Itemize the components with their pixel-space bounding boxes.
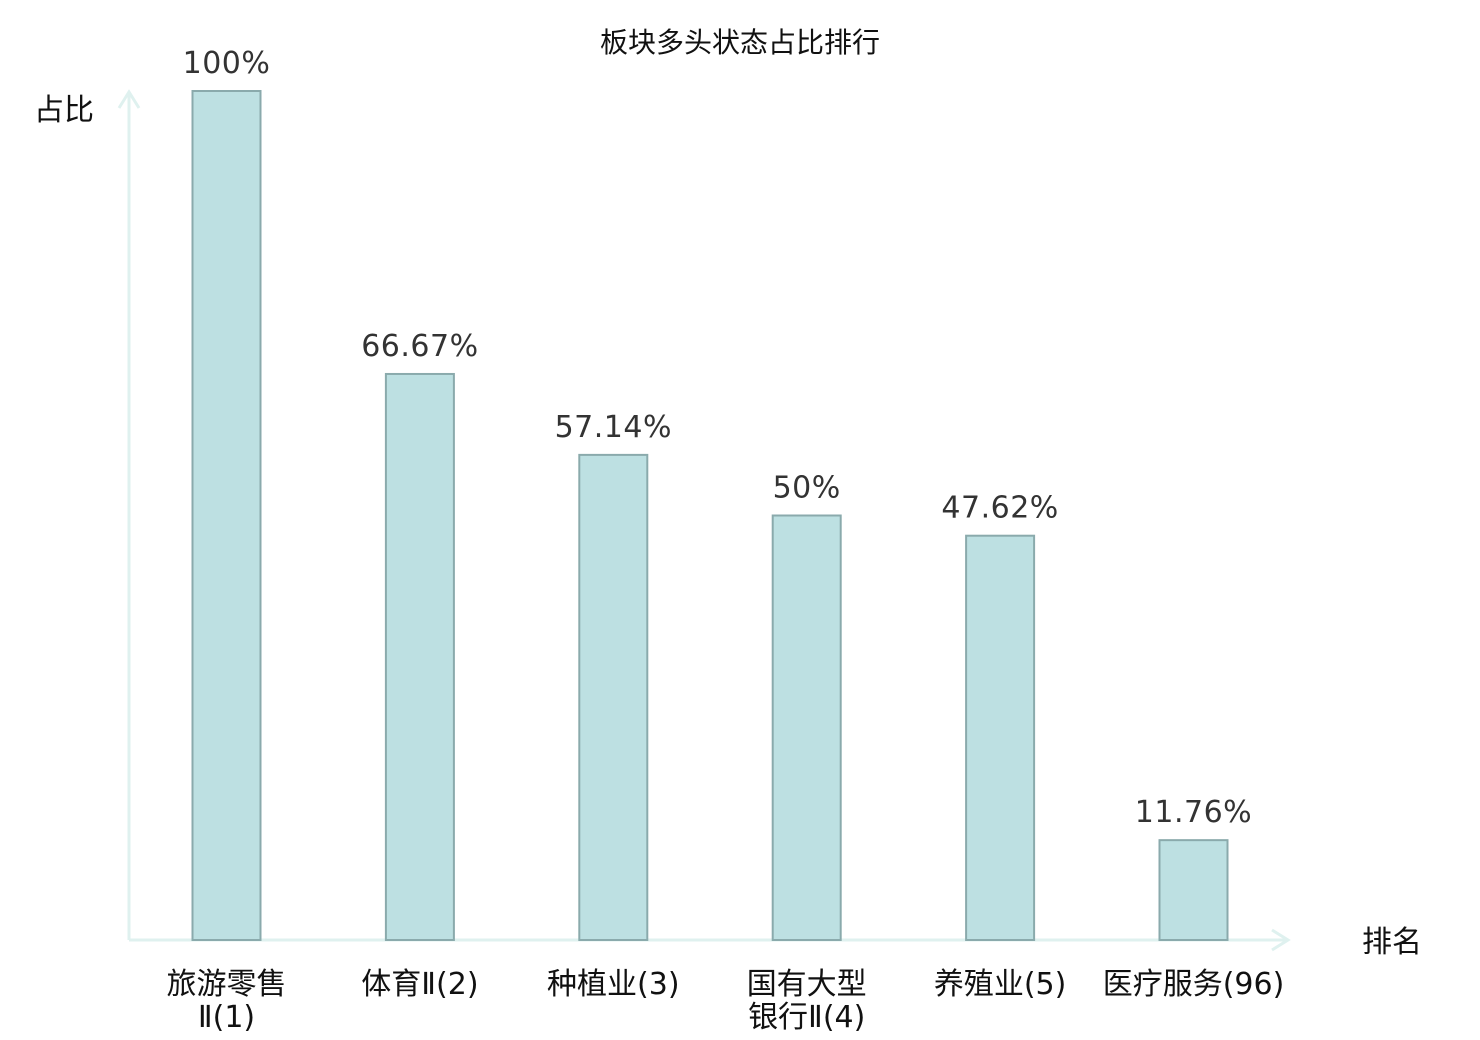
bar-value-label: 66.67% <box>361 329 478 364</box>
bar <box>1158 839 1229 941</box>
bar <box>578 453 649 941</box>
category-label: 体育Ⅱ(2) <box>361 967 478 1002</box>
bar <box>965 534 1036 941</box>
category-label: 种植业(3) <box>547 967 680 1002</box>
category-label: 旅游零售 Ⅱ(1) <box>167 967 287 1035</box>
bar-value-label: 47.62% <box>941 491 1058 526</box>
category-label: 养殖业(5) <box>934 967 1067 1002</box>
x-axis-label: 排名 <box>1362 925 1422 960</box>
bar-value-label: 57.14% <box>555 410 672 445</box>
y-axis-arrow <box>117 89 141 109</box>
bar <box>191 90 262 941</box>
x-axis-arrow <box>1271 928 1291 952</box>
bar <box>384 372 455 942</box>
bar <box>771 514 842 941</box>
value-labels-group: 100% 66.67% 57.14% 50% 47.62% 11.76% <box>183 46 1252 830</box>
bars-group <box>191 90 1229 942</box>
category-label: 国有大型银行Ⅱ(4) <box>747 967 867 1035</box>
bar-value-label: 50% <box>773 471 841 506</box>
category-labels-group: 旅游零售 Ⅱ(1) 体育Ⅱ(2) 种植业(3) 国有大型银行Ⅱ(4) 养殖业(5) 医疗服务… <box>167 967 1285 1035</box>
category-label: 医疗服务(96) <box>1103 967 1285 1002</box>
chart-title: 板块多头状态占比排行 <box>600 26 880 59</box>
bar-value-label: 100% <box>183 46 271 81</box>
bar-value-label: 11.76% <box>1135 795 1252 830</box>
y-axis-label: 占比 <box>34 93 94 128</box>
